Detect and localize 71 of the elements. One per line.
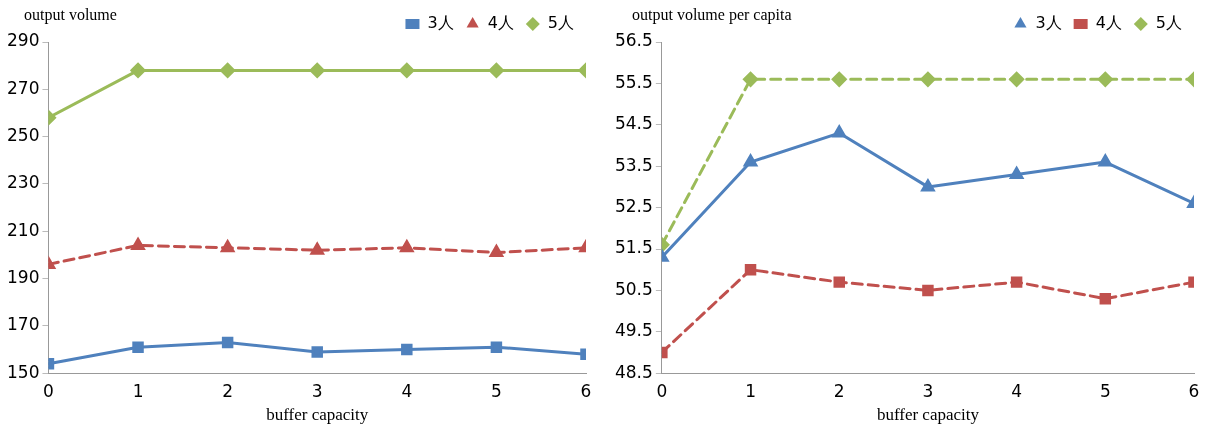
point [743,71,759,87]
x-axis-title: buffer capacity [266,405,369,425]
y-tick-label: 52.5 [614,196,653,217]
x-tick-label: 6 [580,380,592,401]
point [832,125,846,138]
point [132,341,144,353]
x-tick-label: 2 [833,380,845,401]
x-tick-label: 3 [311,380,323,401]
point [221,336,234,349]
legend-label: 4人 [487,13,514,33]
point [920,71,936,87]
x-tick-label: 0 [43,380,54,401]
legend-label: 5人 [547,13,575,33]
x-tick-label: 2 [222,380,234,401]
x-tick-label: 4 [401,380,413,401]
point [488,62,504,78]
x-tick-label: 3 [922,380,934,401]
point [922,284,934,297]
point [400,240,414,253]
x-tick-label: 0 [656,380,668,401]
y-tick-label: 170 [6,314,40,335]
x-tick-label: 5 [490,380,502,401]
point [310,242,324,255]
y-tick-label: 49.5 [614,320,653,341]
point [1097,71,1113,87]
y-tick-label: 50.5 [614,278,653,299]
x-tick-label: 4 [1011,380,1023,401]
x-tick-label: 5 [1099,380,1111,401]
point [743,154,758,167]
y-tick-label: 56.5 [614,30,653,51]
point [831,71,847,87]
point [309,62,325,78]
point [130,62,146,78]
point [833,276,845,288]
point [220,62,236,78]
point [921,179,935,192]
y-tick-label: 250 [6,125,40,146]
point [489,245,504,258]
point [1009,71,1025,87]
point [1009,166,1024,179]
point [401,343,413,356]
y-tick-label: 190 [6,266,40,287]
y-tick-label: 210 [6,219,40,240]
y-tick-label: 48.5 [614,361,653,382]
x-tick-label: 1 [132,380,144,401]
y-tick-label: 290 [6,30,40,51]
legend-label: 3人 [1035,13,1062,33]
point [131,237,145,250]
y-tick-label: 53.5 [614,154,653,175]
y-tick-label: 270 [6,77,40,98]
point [490,341,503,353]
legend-label: 4人 [1095,13,1122,33]
point [744,263,757,276]
y-tick-label: 54.5 [614,113,653,134]
legend-label: 5人 [1155,13,1183,33]
legend-label: 3人 [427,13,454,33]
point [220,240,235,253]
point [399,62,415,78]
y-tick-label: 51.5 [614,237,653,258]
point [1099,292,1112,305]
y-tick-label: 55.5 [614,71,653,92]
point [311,346,323,358]
y-axis-title: output volume per capita [632,6,792,25]
x-tick-label: 6 [1188,380,1200,401]
y-tick-label: 150 [6,361,40,382]
point [1098,154,1113,167]
y-tick-label: 230 [6,172,40,193]
x-tick-label: 1 [745,380,756,401]
x-axis-title: buffer capacity [876,405,980,425]
point [1010,276,1023,288]
y-axis-title: output volume [24,6,117,25]
